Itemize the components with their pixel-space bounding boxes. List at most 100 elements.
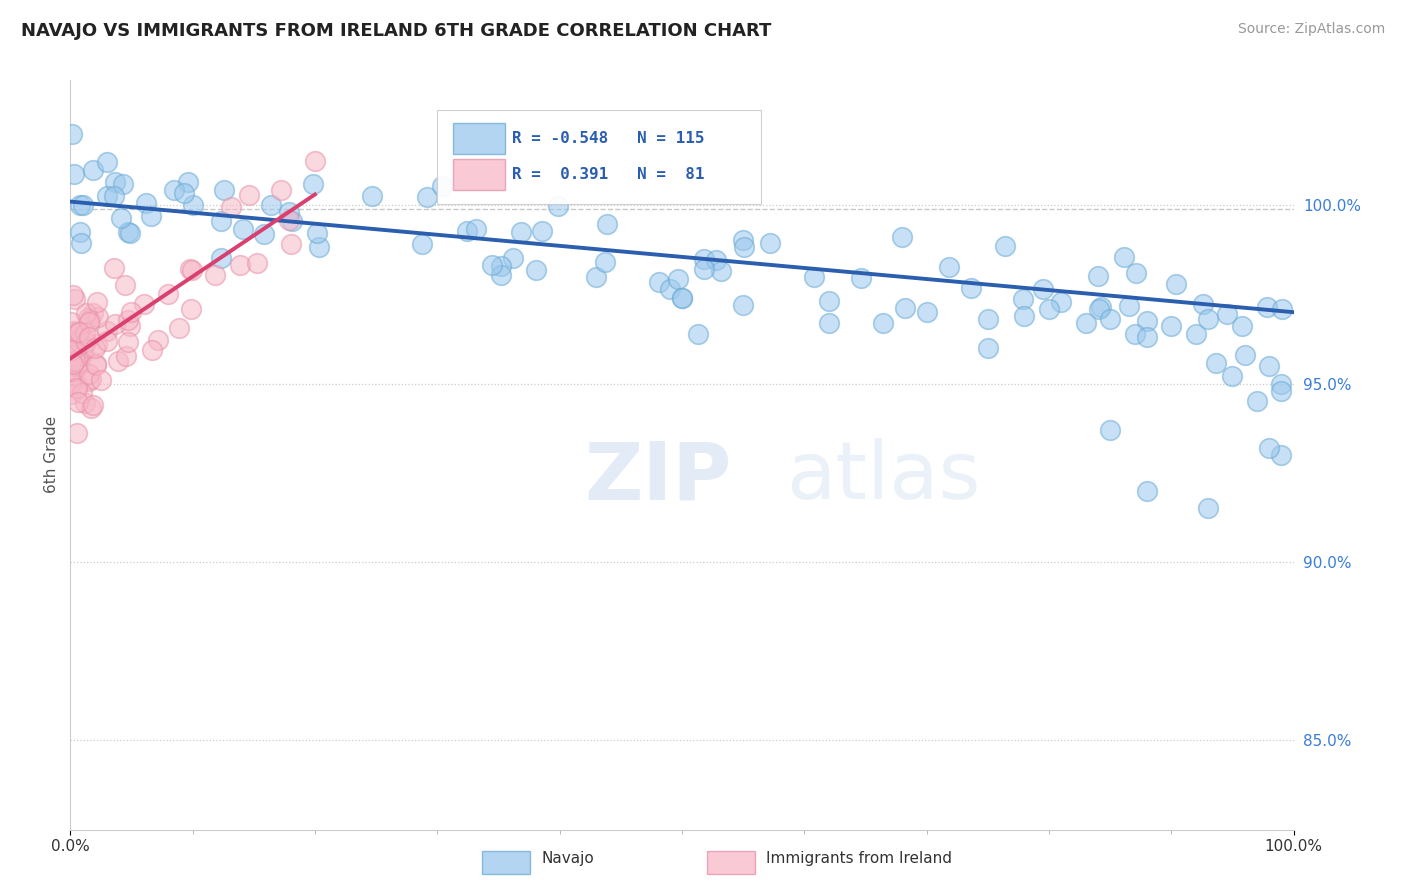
Point — [277, 213, 299, 227]
Point — [107, 354, 129, 368]
Point — [83, 341, 105, 355]
Point — [117, 335, 139, 350]
Text: Immigrants from Ireland: Immigrants from Ireland — [766, 851, 952, 865]
Point — [872, 316, 894, 330]
Point — [1258, 359, 1281, 373]
Point — [465, 221, 488, 235]
Point — [77, 374, 100, 388]
Point — [526, 263, 548, 277]
Point — [851, 270, 873, 285]
Point — [416, 190, 439, 204]
Point — [67, 357, 90, 371]
Point — [1136, 483, 1159, 498]
Point — [411, 236, 433, 251]
Text: Navajo: Navajo — [541, 851, 595, 865]
Point — [135, 196, 157, 211]
Point — [96, 189, 118, 203]
Point — [307, 226, 329, 240]
Text: NAVAJO VS IMMIGRANTS FROM IRELAND 6TH GRADE CORRELATION CHART: NAVAJO VS IMMIGRANTS FROM IRELAND 6TH GR… — [21, 22, 772, 40]
Point — [277, 205, 299, 219]
Point — [1270, 448, 1292, 462]
Point — [1197, 312, 1219, 326]
Point — [1160, 319, 1182, 334]
Point — [121, 305, 143, 319]
Point — [960, 280, 983, 294]
Point — [84, 358, 107, 372]
Point — [1114, 250, 1136, 264]
Point — [733, 240, 755, 254]
Point — [179, 261, 201, 276]
Point — [280, 237, 302, 252]
Point — [60, 127, 83, 141]
Point — [110, 211, 132, 225]
Point — [65, 359, 87, 373]
Point — [1099, 423, 1122, 437]
Point — [976, 341, 998, 355]
Point — [1197, 501, 1219, 516]
Point — [104, 317, 127, 331]
Point — [1270, 376, 1292, 391]
Point — [70, 236, 93, 251]
Point — [59, 355, 82, 369]
Point — [593, 255, 616, 269]
Text: R = -0.548   N = 115: R = -0.548 N = 115 — [512, 131, 704, 146]
Point — [163, 183, 186, 197]
Point — [270, 183, 292, 197]
Point — [1074, 316, 1097, 330]
Point — [115, 349, 138, 363]
Point — [688, 327, 710, 342]
Point — [1050, 294, 1073, 309]
Point — [658, 282, 681, 296]
Point — [70, 344, 93, 359]
Point — [731, 233, 754, 247]
Point — [103, 189, 125, 203]
Point — [360, 188, 382, 202]
Point — [228, 258, 250, 272]
Point — [666, 272, 689, 286]
Point — [1166, 277, 1188, 291]
Point — [70, 385, 93, 400]
Point — [915, 305, 938, 319]
Point — [62, 288, 84, 302]
Point — [62, 343, 84, 357]
Point — [938, 260, 960, 275]
Point — [219, 200, 242, 214]
Point — [1136, 330, 1159, 344]
Point — [704, 253, 727, 268]
FancyBboxPatch shape — [453, 123, 505, 154]
Point — [75, 335, 97, 350]
Point — [117, 226, 139, 240]
Point — [585, 270, 607, 285]
Point — [181, 263, 204, 277]
Point — [60, 315, 83, 329]
Point — [1087, 268, 1109, 283]
Point — [1014, 309, 1036, 323]
Text: atlas: atlas — [786, 438, 980, 516]
Point — [1220, 369, 1243, 384]
Point — [1087, 301, 1109, 316]
Point — [69, 225, 91, 239]
Point — [65, 324, 87, 338]
Point — [114, 277, 136, 292]
Point — [77, 310, 100, 325]
Point — [547, 198, 569, 212]
Point — [69, 197, 91, 211]
Point — [67, 339, 90, 353]
Point — [96, 334, 118, 348]
Point — [1184, 326, 1206, 341]
Point — [481, 258, 503, 272]
Point — [117, 313, 139, 327]
Point — [63, 332, 86, 346]
Point — [63, 354, 86, 368]
Point — [60, 387, 83, 401]
Point — [304, 153, 326, 168]
Point — [246, 256, 269, 270]
Point — [1031, 282, 1053, 296]
Point — [181, 198, 204, 212]
Point — [79, 313, 101, 327]
Point — [173, 186, 195, 200]
Point — [1038, 301, 1060, 316]
Point — [82, 305, 104, 319]
Point — [502, 251, 524, 265]
Point — [75, 396, 97, 410]
